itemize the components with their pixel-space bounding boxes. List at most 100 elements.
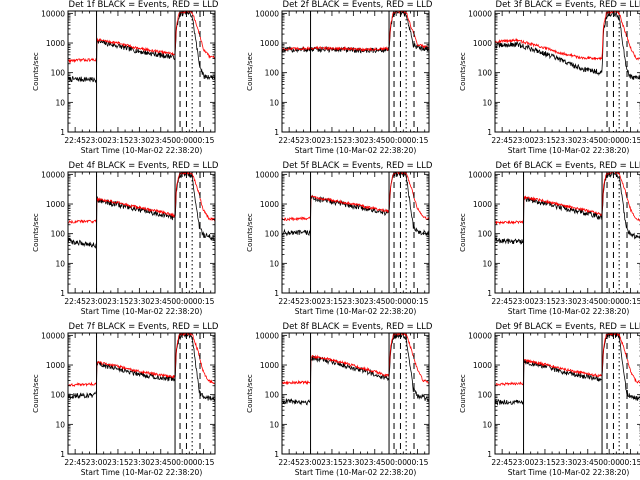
detector-panel-6: Det 6f BLACK = Events, RED = LLD 1 10 100 10… bbox=[459, 161, 640, 316]
x-tick-label: 23:45 bbox=[150, 297, 172, 306]
series-events-line bbox=[68, 333, 215, 402]
series-events-line bbox=[282, 333, 429, 406]
plot-frame bbox=[67, 171, 216, 294]
panel-title: Det 9f BLACK = Events, RED = LLD bbox=[496, 322, 640, 332]
x-tick-label: 00:15 bbox=[193, 458, 215, 467]
x-tick-label: 23:45 bbox=[150, 136, 172, 145]
x-tick-label: 00:00 bbox=[171, 458, 193, 467]
x-tick-label: 23:30 bbox=[129, 458, 151, 467]
traces bbox=[282, 333, 429, 406]
series-lld-line bbox=[68, 333, 215, 388]
x-tick-label: 23:30 bbox=[556, 136, 578, 145]
x-tick-label: 00:00 bbox=[385, 297, 407, 306]
x-tick-label: 23:00 bbox=[86, 458, 108, 467]
detector-panel-1: Det 1f BLACK = Events, RED = LLD 1 10 100 10… bbox=[32, 0, 219, 155]
detector-panel-4: Det 4f BLACK = Events, RED = LLD 1 10 100 10… bbox=[32, 161, 219, 316]
x-tick-label: 23:45 bbox=[364, 136, 386, 145]
y-tick-label: 100 bbox=[51, 391, 66, 400]
x-tick-label: 22:45 bbox=[278, 297, 300, 306]
plot-frame bbox=[494, 332, 640, 455]
x-tick-label: 00:00 bbox=[171, 297, 193, 306]
x-tick-label: 00:15 bbox=[407, 136, 429, 145]
series-events-line bbox=[495, 172, 640, 245]
x-tick-label: 00:15 bbox=[620, 458, 640, 467]
y-tick-label: 10 bbox=[482, 420, 492, 429]
y-axis-label: Counts/sec bbox=[32, 374, 40, 413]
panel-title: Det 7f BLACK = Events, RED = LLD bbox=[69, 322, 219, 332]
x-tick-label: 22:45 bbox=[64, 458, 86, 467]
series-lld-line bbox=[282, 333, 429, 386]
x-tick-label: 23:00 bbox=[300, 297, 322, 306]
x-axis-label: Start Time (10-Mar-02 22:38:20) bbox=[81, 307, 203, 316]
y-tick-label: 10000 bbox=[255, 170, 279, 179]
y-axis-label: Counts/sec bbox=[32, 52, 40, 91]
y-tick-label: 1000 bbox=[260, 200, 279, 209]
traces bbox=[68, 172, 215, 249]
y-tick-label: 1 bbox=[60, 450, 65, 459]
x-tick-label: 00:15 bbox=[620, 297, 640, 306]
y-tick-label: 10000 bbox=[41, 331, 65, 340]
y-tick-label: 1 bbox=[60, 128, 65, 137]
panel-title: Det 2f BLACK = Events, RED = LLD bbox=[283, 0, 433, 10]
x-tick-label: 00:00 bbox=[598, 297, 620, 306]
x-tick-label: 23:30 bbox=[556, 458, 578, 467]
x-tick-label: 00:15 bbox=[193, 136, 215, 145]
detector-panel-8: Det 8f BLACK = Events, RED = LLD 1 10 100 10… bbox=[246, 322, 433, 477]
y-axis-label: Counts/sec bbox=[459, 374, 467, 413]
panel-title: Det 3f BLACK = Events, RED = LLD bbox=[496, 0, 640, 10]
x-tick-label: 23:15 bbox=[534, 297, 556, 306]
y-tick-label: 10 bbox=[55, 98, 65, 107]
y-tick-label: 10000 bbox=[468, 170, 492, 179]
detector-panel-5: Det 5f BLACK = Events, RED = LLD 1 10 100 10… bbox=[246, 161, 433, 316]
x-tick-label: 00:00 bbox=[171, 136, 193, 145]
x-axis-label: Start Time (10-Mar-02 22:38:20) bbox=[508, 307, 630, 316]
panel-title: Det 6f BLACK = Events, RED = LLD bbox=[496, 161, 640, 171]
x-tick-label: 22:45 bbox=[491, 136, 513, 145]
x-tick-label: 22:45 bbox=[64, 136, 86, 145]
y-axis-label: Counts/sec bbox=[246, 52, 254, 91]
x-tick-label: 23:00 bbox=[86, 136, 108, 145]
plot-frame bbox=[281, 332, 430, 455]
series-lld-line bbox=[495, 172, 640, 226]
series-events-line bbox=[495, 11, 640, 80]
x-tick-label: 00:00 bbox=[598, 458, 620, 467]
panel-title: Det 8f BLACK = Events, RED = LLD bbox=[283, 322, 433, 332]
y-tick-label: 10000 bbox=[255, 9, 279, 18]
x-tick-label: 23:00 bbox=[513, 136, 535, 145]
series-events-line bbox=[282, 11, 429, 54]
traces bbox=[282, 11, 429, 54]
x-tick-label: 23:15 bbox=[107, 136, 129, 145]
x-tick-label: 23:15 bbox=[107, 458, 129, 467]
x-tick-label: 00:00 bbox=[385, 458, 407, 467]
x-tick-label: 22:45 bbox=[64, 297, 86, 306]
x-tick-label: 23:00 bbox=[513, 297, 535, 306]
plot-frame bbox=[281, 10, 430, 133]
y-axis-label: Counts/sec bbox=[459, 52, 467, 91]
y-tick-label: 10000 bbox=[41, 9, 65, 18]
x-tick-label: 23:00 bbox=[300, 136, 322, 145]
series-lld-line bbox=[282, 11, 429, 52]
traces bbox=[495, 11, 640, 80]
x-tick-label: 23:30 bbox=[343, 136, 365, 145]
y-tick-label: 1 bbox=[487, 289, 492, 298]
x-tick-label: 23:00 bbox=[300, 458, 322, 467]
series-lld-line bbox=[495, 333, 640, 387]
y-tick-label: 10 bbox=[482, 98, 492, 107]
series-lld-line bbox=[68, 172, 215, 224]
y-axis-label: Counts/sec bbox=[246, 374, 254, 413]
series-events-line bbox=[282, 172, 429, 237]
y-tick-label: 1000 bbox=[473, 39, 492, 48]
y-tick-label: 100 bbox=[51, 69, 66, 78]
y-tick-label: 1000 bbox=[473, 200, 492, 209]
y-tick-label: 10 bbox=[55, 259, 65, 268]
panel-title: Det 1f BLACK = Events, RED = LLD bbox=[69, 0, 219, 10]
detector-panel-9: Det 9f BLACK = Events, RED = LLD 1 10 100 10… bbox=[459, 322, 640, 477]
y-tick-label: 1000 bbox=[46, 200, 65, 209]
x-tick-label: 23:15 bbox=[321, 297, 343, 306]
x-tick-label: 23:00 bbox=[513, 458, 535, 467]
y-tick-label: 1 bbox=[487, 128, 492, 137]
x-tick-label: 23:45 bbox=[150, 458, 172, 467]
y-tick-label: 1 bbox=[274, 128, 279, 137]
y-tick-label: 10 bbox=[269, 98, 279, 107]
